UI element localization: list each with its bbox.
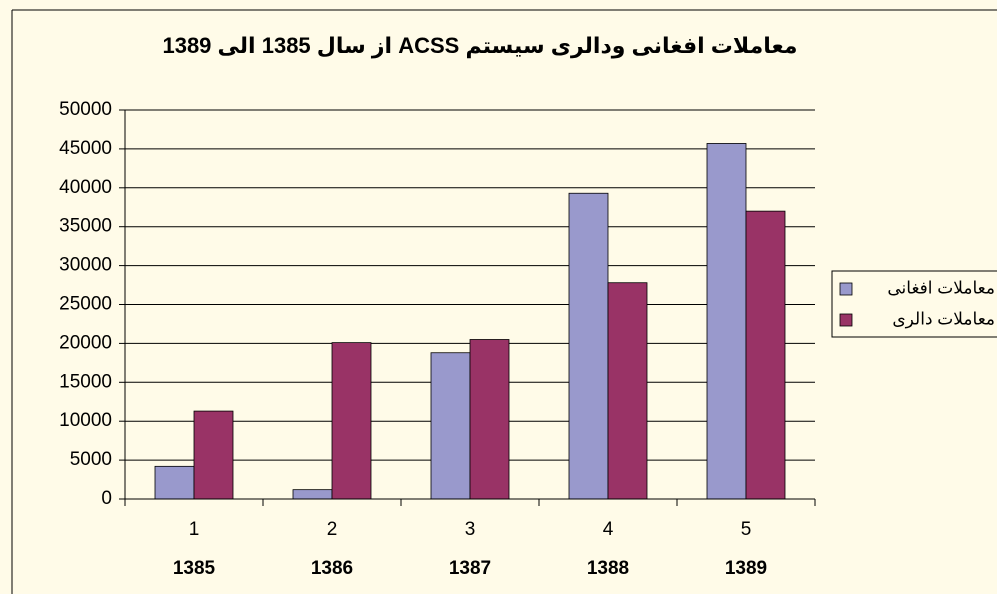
y-tick-label: 0 — [101, 488, 112, 509]
bar — [292, 489, 333, 500]
y-tick-label: 25000 — [59, 294, 112, 315]
legend-box — [831, 270, 997, 338]
y-tick-label: 10000 — [59, 410, 112, 431]
x-tick-label: 2 — [327, 519, 338, 540]
x-tick-label: 5 — [741, 519, 752, 540]
bar — [430, 352, 471, 500]
bar — [154, 465, 195, 500]
x-sublabel: 1385 — [173, 558, 216, 579]
bar — [469, 339, 510, 500]
bar — [568, 192, 609, 500]
chart-title: معاملات افغانی ودالری سیستم ACSS از سال … — [162, 33, 797, 59]
y-tick-label: 45000 — [59, 138, 112, 159]
legend-swatch — [839, 282, 853, 296]
bar — [193, 410, 234, 500]
legend-label: معاملات دالری — [892, 309, 995, 328]
bar — [607, 282, 648, 500]
y-tick-label: 30000 — [59, 255, 112, 276]
bar — [706, 143, 747, 500]
x-tick-label: 3 — [465, 519, 476, 540]
x-sublabel: 1389 — [725, 558, 767, 579]
bar — [745, 210, 786, 500]
y-tick-label: 20000 — [59, 332, 112, 353]
x-sublabel: 1388 — [587, 558, 629, 579]
y-tick-label: 50000 — [59, 99, 112, 120]
bar — [331, 342, 372, 500]
y-tick-label: 40000 — [59, 177, 112, 198]
y-tick-label: 35000 — [59, 216, 112, 237]
legend-label: معاملات افغانی — [887, 278, 995, 297]
x-tick-label: 1 — [189, 519, 200, 540]
x-sublabel: 1386 — [311, 558, 353, 579]
x-tick-label: 4 — [603, 519, 614, 540]
y-tick-label: 5000 — [70, 449, 112, 470]
legend-swatch — [839, 313, 853, 327]
x-sublabel: 1387 — [449, 558, 491, 579]
y-tick-label: 15000 — [59, 371, 112, 392]
